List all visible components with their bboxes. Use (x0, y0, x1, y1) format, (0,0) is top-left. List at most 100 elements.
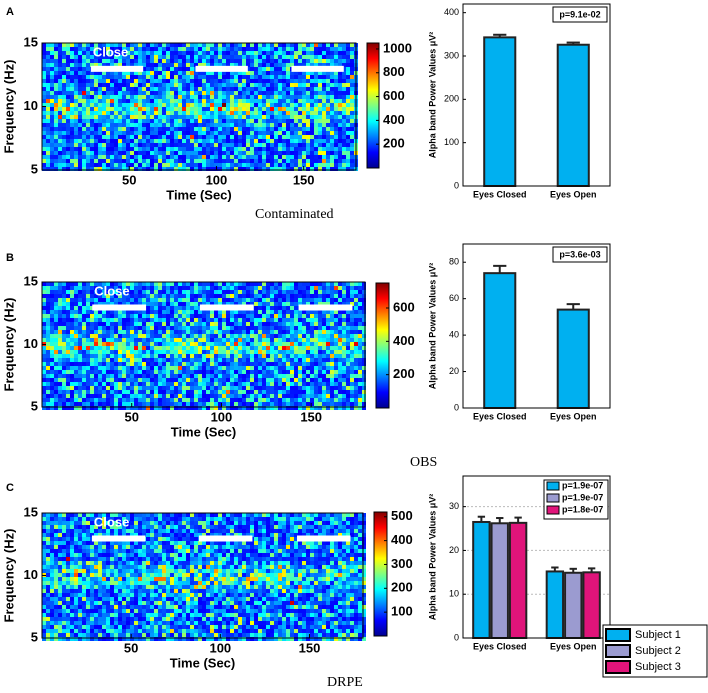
spectrogram-cell (262, 322, 266, 326)
spectrogram-cell (170, 123, 174, 127)
spectrogram-cell (178, 71, 182, 75)
spectrogram-cell (50, 366, 54, 370)
spectrogram-cell (330, 322, 334, 326)
spectrogram-cell (150, 123, 154, 127)
spectrogram-cell (62, 298, 66, 302)
spectrogram-cell (162, 59, 166, 63)
spectrogram-cell (310, 71, 314, 75)
spectrogram-cell (258, 354, 262, 358)
spectrogram-cell (358, 322, 362, 326)
spectrogram-cell (254, 123, 258, 127)
spectrogram-cell (234, 398, 238, 402)
spectrogram-cell (282, 71, 286, 75)
spectrogram-cell (194, 326, 198, 330)
spectrogram-cell (78, 47, 82, 51)
spectrogram-cell (314, 370, 318, 374)
spectrogram-cell (122, 398, 126, 402)
spectrogram-cell (78, 302, 82, 306)
spectrogram-cell (170, 294, 174, 298)
spectrogram-cell (258, 370, 262, 374)
spectrogram-cell (186, 346, 190, 350)
spectrogram-cell (350, 322, 354, 326)
spectrogram-cell (114, 294, 118, 298)
spectrogram-cell (314, 99, 318, 103)
spectrogram-cell (118, 155, 122, 159)
spectrogram-cell (290, 59, 294, 63)
spectrogram-cell (250, 107, 254, 111)
spectrogram-cell (274, 362, 278, 366)
spectrogram-cell (362, 334, 366, 338)
spectrogram-cell (350, 330, 354, 334)
spectrogram-cell (126, 366, 130, 370)
spectrogram-cell (322, 111, 326, 115)
spectrogram-cell (146, 338, 150, 342)
spectrogram-cell (174, 386, 178, 390)
spectrogram-cell (294, 346, 298, 350)
spectrogram-cell (50, 374, 54, 378)
spectrogram-cell (178, 99, 182, 103)
spectrogram-cell (210, 79, 214, 83)
spectrogram-cell (342, 139, 346, 143)
spectrogram-cell (190, 79, 194, 83)
spectrogram-cell (174, 298, 178, 302)
spectrogram-cell (306, 394, 310, 398)
bar (483, 36, 517, 187)
spectrogram-cell (66, 358, 70, 362)
spectrogram-cell (82, 314, 86, 318)
spectrogram-cell (142, 143, 146, 147)
spectrogram-cell (110, 131, 114, 135)
spectrogram-cell (50, 119, 54, 123)
spectrogram-cell (82, 302, 86, 306)
spectrogram-cell (290, 330, 294, 334)
spectrogram-cell (162, 51, 166, 55)
spectrogram-cell (122, 83, 126, 87)
spectrogram-cell (90, 127, 94, 131)
spectrogram-cell (214, 294, 218, 298)
spectrogram-cell (234, 350, 238, 354)
spectrogram-cell (138, 378, 142, 382)
spectrogram-cell (258, 127, 262, 131)
spectrogram-cell (314, 167, 318, 171)
spectrogram-cell (134, 99, 138, 103)
spectrogram-cell (306, 330, 310, 334)
spectrogram-cell (114, 302, 118, 306)
spectrogram-cell (266, 107, 270, 111)
spectrogram-cell (82, 358, 86, 362)
spectrogram-cell (286, 358, 290, 362)
spectrogram-cell (130, 374, 134, 378)
spectrogram-cell (142, 326, 146, 330)
spectrogram-cell (250, 59, 254, 63)
spectrogram-cell (274, 330, 278, 334)
spectrogram-cell (334, 302, 338, 306)
spectrogram-cell (214, 346, 218, 350)
spectrogram-cell (294, 143, 298, 147)
spectrogram-cell (262, 330, 266, 334)
spectrogram-cell (282, 350, 286, 354)
spectrogram-cell (330, 302, 334, 306)
spectrogram-cell (170, 63, 174, 67)
spectrogram-cell (86, 75, 90, 79)
spectrogram-cell (146, 298, 150, 302)
spectrogram-cell (270, 135, 274, 139)
spectrogram-cell (90, 43, 94, 47)
spectrogram-cell (334, 378, 338, 382)
spectrogram-cell (202, 55, 206, 59)
spectrogram-cell (90, 79, 94, 83)
spectrogram-cell (282, 47, 286, 51)
spectrogram-cell (166, 135, 170, 139)
spectrogram-cell (166, 59, 170, 63)
spectrogram-cell (130, 322, 134, 326)
spectrogram-cell (134, 123, 138, 127)
spectrogram-cell (214, 159, 218, 163)
spectrogram-cell (222, 51, 226, 55)
spectrogram-cell (298, 55, 302, 59)
spectrogram-cell (258, 342, 262, 346)
spectrogram-cell (178, 83, 182, 87)
spectrogram-cell (190, 127, 194, 131)
spectrogram-cell (262, 79, 266, 83)
spectrogram-cell (242, 326, 246, 330)
spectrogram-cell (134, 290, 138, 294)
spectrogram-cell (186, 99, 190, 103)
spectrogram-cell (234, 115, 238, 119)
spectrogram-cell (122, 394, 126, 398)
